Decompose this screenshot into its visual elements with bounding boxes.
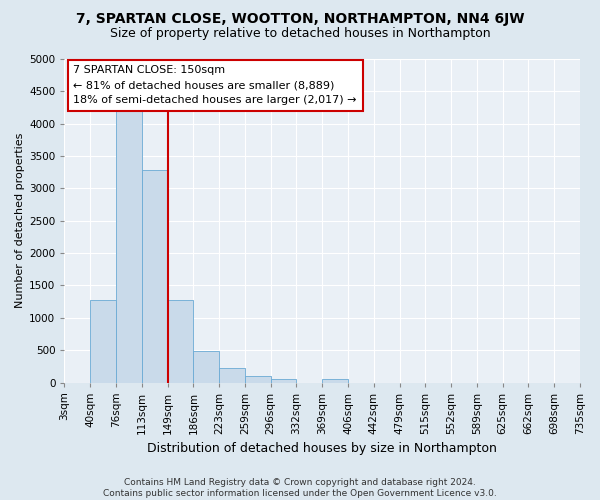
Bar [219, 368, 245, 382]
Text: 7, SPARTAN CLOSE, WOOTTON, NORTHAMPTON, NN4 6JW: 7, SPARTAN CLOSE, WOOTTON, NORTHAMPTON, … [76, 12, 524, 26]
Bar [193, 352, 219, 382]
Bar [90, 300, 116, 382]
X-axis label: Distribution of detached houses by size in Northampton: Distribution of detached houses by size … [147, 442, 497, 455]
Bar [271, 378, 296, 382]
Text: 7 SPARTAN CLOSE: 150sqm
← 81% of detached houses are smaller (8,889)
18% of semi: 7 SPARTAN CLOSE: 150sqm ← 81% of detache… [73, 66, 357, 105]
Bar [142, 170, 167, 382]
Bar [167, 300, 193, 382]
Text: Size of property relative to detached houses in Northampton: Size of property relative to detached ho… [110, 28, 490, 40]
Bar [245, 376, 271, 382]
Bar [116, 102, 142, 382]
Y-axis label: Number of detached properties: Number of detached properties [15, 133, 25, 308]
Text: Contains HM Land Registry data © Crown copyright and database right 2024.
Contai: Contains HM Land Registry data © Crown c… [103, 478, 497, 498]
Bar [322, 378, 348, 382]
